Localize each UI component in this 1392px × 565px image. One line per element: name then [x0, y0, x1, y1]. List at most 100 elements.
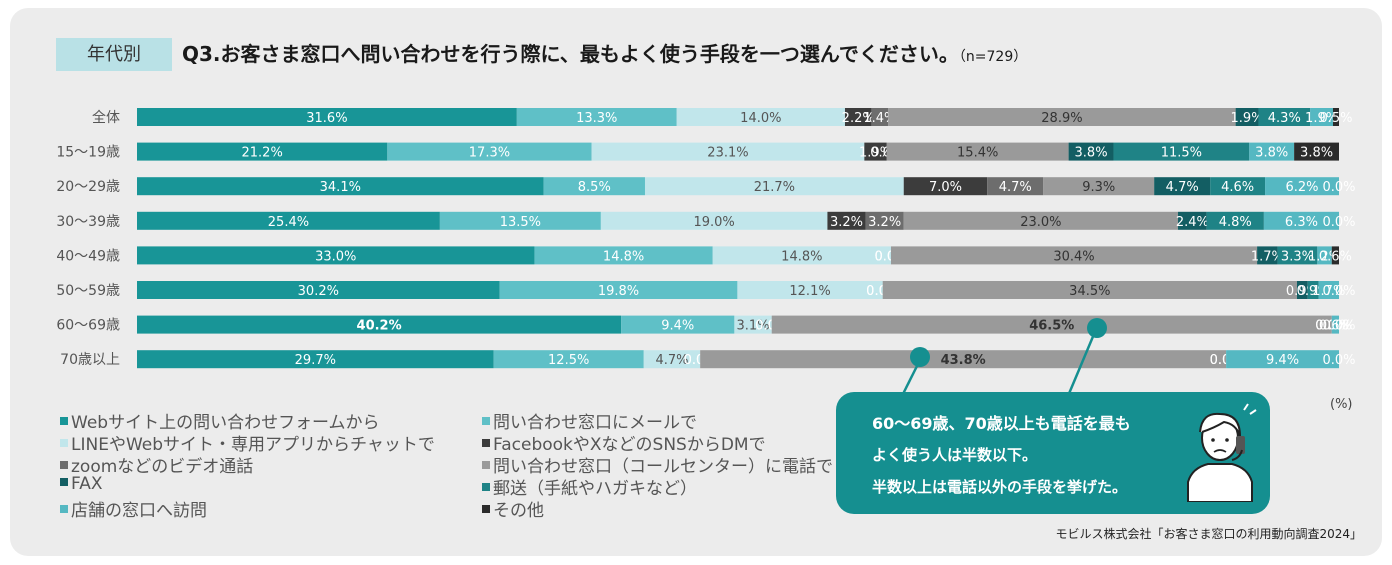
bar-segment-series-10 [1331, 246, 1339, 265]
legend-item: 郵送（手紙やハガキなど） [482, 474, 697, 499]
legend-label: FacebookやXなどのSNSからDMで [493, 435, 766, 455]
data-label: 1.9% [1231, 111, 1264, 126]
bar-segment-series-8 [1277, 246, 1318, 265]
row-label: 50～59歳 [56, 283, 120, 299]
data-label: 3.8% [1255, 146, 1288, 161]
data-label: 46.5% [1029, 319, 1074, 334]
data-label: 14.8% [781, 249, 822, 264]
legend-item: その他 [482, 496, 544, 521]
data-label: 0.0% [1322, 215, 1355, 230]
callout-line-1: 60～69歳、70歳以上も電話を最も [872, 414, 1131, 433]
legend-label: 問い合わせ窓口にメールで [493, 413, 697, 433]
bar-segment-series-6 [771, 315, 1332, 334]
bar-segment-series-2 [516, 108, 677, 126]
legend-swatch [482, 483, 490, 491]
bar-segment-series-8 [1210, 177, 1266, 196]
legend-label: LINEやWebサイト・専用アプリからチャットで [71, 435, 435, 455]
legend-swatch [482, 417, 490, 425]
data-label: 3.8% [1300, 146, 1333, 161]
legend-label: 店舗の窓口へ訪問 [71, 501, 207, 521]
legend-swatch [482, 461, 490, 469]
legend-label: FAX [71, 474, 103, 494]
data-label: 31.6% [306, 111, 347, 126]
bar-segment-series-2 [543, 177, 645, 196]
bar-segment-series-4 [903, 177, 988, 196]
segment-badge: 年代別 [56, 38, 172, 71]
bar-segment-series-2 [387, 142, 592, 161]
data-label: 1.4% [863, 111, 896, 126]
data-label: 21.7% [754, 180, 795, 195]
bar-segment-series-9 [1226, 350, 1339, 369]
worried-person-icon [1187, 403, 1257, 502]
legend-label: 郵送（手紙やハガキなど） [493, 479, 697, 499]
data-label: 13.5% [500, 215, 541, 230]
legend-item: Webサイト上の問い合わせフォームから [60, 408, 380, 433]
legend-item: zoomなどのビデオ通話 [60, 452, 253, 477]
data-label: 43.8% [941, 353, 986, 368]
bar-segment-series-1 [137, 246, 535, 265]
bar-segment-series-6 [882, 281, 1297, 299]
bar-segment-series-9 [1249, 142, 1295, 161]
data-label: 2.2% [842, 111, 875, 126]
bar-segment-series-3 [644, 177, 904, 196]
bar-segment-series-1 [137, 281, 500, 299]
bar-segment-series-10 [1332, 108, 1339, 126]
bar-segment-series-9 [1318, 281, 1339, 299]
data-label: 21.2% [242, 146, 283, 161]
sample-size: （n=729） [958, 49, 1028, 65]
data-label: 0.6% [1319, 249, 1352, 264]
question-text: Q3.お客さま窓口へ問い合わせを行う際に、最もよく使う手段を一つ選んでください。 [182, 42, 959, 66]
bar-segment-series-7 [1154, 177, 1211, 196]
row-label: 20～29歳 [56, 179, 120, 195]
data-label: 23.0% [1020, 215, 1061, 230]
data-label: 25.4% [268, 215, 309, 230]
bar-segment-series-9 [1263, 211, 1340, 230]
data-label: 1.9% [1305, 111, 1338, 126]
legend-label: その他 [493, 501, 544, 521]
data-label: 12.5% [548, 353, 589, 368]
data-label: 1.7% [1251, 249, 1284, 264]
legend-label: zoomなどのビデオ通話 [71, 457, 254, 477]
data-label: 4.7% [1166, 180, 1199, 195]
data-label: 1.7% [1312, 284, 1345, 299]
legend-swatch [60, 417, 68, 425]
bar-segment-series-3 [643, 350, 701, 369]
data-label: 40.2% [357, 319, 402, 334]
data-label: 0.0% [1322, 284, 1355, 299]
bar-segment-series-7 [1257, 246, 1278, 265]
bar-segment-series-3 [712, 246, 891, 265]
bar-segment-series-8 [1206, 211, 1264, 230]
data-label: 4.3% [1268, 111, 1301, 126]
legend-item: 問い合わせ窓口（コールセンター）に電話で [482, 452, 833, 477]
legend-swatch [60, 478, 68, 486]
row-label: 15～19歳 [56, 145, 120, 161]
data-label: 3.3% [1281, 249, 1314, 264]
row-label: 40～49歳 [56, 248, 120, 264]
legend-swatch [60, 439, 68, 447]
bar-segment-series-9 [1265, 177, 1339, 196]
row-label: 30～39歳 [56, 214, 120, 230]
bar-segment-series-1 [137, 142, 388, 161]
chart-title: Q3.お客さま窓口へ問い合わせを行う際に、最もよく使う手段を一つ選んでください。… [182, 38, 1027, 71]
legend-item: 店舗の窓口へ訪問 [60, 496, 207, 521]
data-label: 29.7% [295, 353, 336, 368]
bar-segment-series-8 [1307, 281, 1319, 299]
data-label: 14.8% [603, 249, 644, 264]
data-label: 19.0% [693, 215, 734, 230]
bar-segment-series-1 [137, 108, 517, 126]
bar-segment-series-2 [621, 315, 735, 334]
data-label: 30.2% [298, 284, 339, 299]
data-label: 28.9% [1041, 111, 1082, 126]
callout-line-3: 半数以上は電話以外の手段を挙げた。 [872, 478, 1128, 496]
bar-segment-series-3 [600, 211, 828, 230]
data-label: 12.1% [789, 284, 830, 299]
legend-item: FAX [60, 474, 103, 494]
callout-box: 60～69歳、70歳以上も電話を最も よく使う人は半数以下。 半数以上は電話以外… [836, 392, 1270, 514]
data-label: 9.3% [1082, 180, 1115, 195]
legend-swatch [60, 461, 68, 469]
data-label: 0.6% [1319, 319, 1352, 334]
data-label: 2.4% [1176, 215, 1209, 230]
data-label: 0.0% [1322, 180, 1355, 195]
bar-segment-series-9 [1310, 108, 1333, 126]
data-label: 3.2% [868, 215, 901, 230]
